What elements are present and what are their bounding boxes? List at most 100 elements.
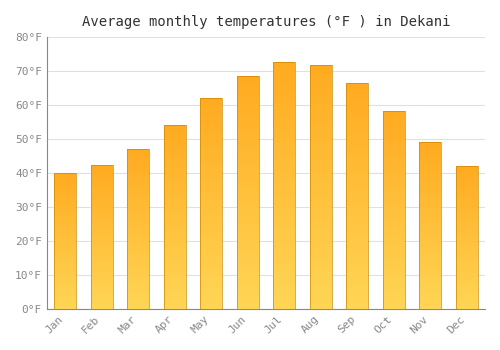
Bar: [420, 236, 441, 237]
Bar: [54, 271, 76, 272]
Bar: [127, 267, 149, 269]
Bar: [273, 156, 295, 158]
Bar: [54, 190, 76, 192]
Bar: [346, 130, 368, 133]
Bar: [200, 125, 222, 127]
Bar: [236, 139, 258, 141]
Bar: [420, 146, 441, 147]
Bar: [200, 256, 222, 258]
Bar: [383, 188, 404, 190]
Bar: [310, 270, 332, 272]
Bar: [346, 259, 368, 261]
Bar: [90, 237, 112, 238]
Bar: [200, 119, 222, 121]
Bar: [200, 161, 222, 163]
Bar: [420, 302, 441, 304]
Bar: [420, 231, 441, 232]
Bar: [164, 168, 186, 169]
Bar: [127, 272, 149, 274]
Bar: [273, 151, 295, 153]
Bar: [90, 210, 112, 211]
Bar: [310, 65, 332, 309]
Bar: [236, 225, 258, 228]
Bar: [127, 296, 149, 297]
Bar: [90, 247, 112, 248]
Bar: [90, 217, 112, 218]
Bar: [420, 161, 441, 162]
Bar: [127, 173, 149, 174]
Bar: [164, 298, 186, 300]
Bar: [127, 152, 149, 154]
Bar: [200, 214, 222, 216]
Bar: [90, 201, 112, 202]
Bar: [90, 248, 112, 250]
Bar: [90, 303, 112, 304]
Bar: [164, 155, 186, 156]
Bar: [164, 267, 186, 268]
Bar: [200, 216, 222, 218]
Bar: [236, 104, 258, 107]
Bar: [127, 213, 149, 215]
Bar: [54, 281, 76, 283]
Bar: [273, 301, 295, 304]
Bar: [420, 244, 441, 246]
Bar: [456, 222, 477, 223]
Bar: [420, 275, 441, 277]
Bar: [456, 172, 477, 173]
Bar: [273, 225, 295, 227]
Bar: [310, 114, 332, 116]
Bar: [383, 289, 404, 291]
Bar: [127, 176, 149, 177]
Bar: [383, 251, 404, 253]
Bar: [164, 195, 186, 197]
Bar: [383, 277, 404, 279]
Bar: [456, 226, 477, 227]
Bar: [310, 141, 332, 143]
Bar: [236, 234, 258, 237]
Bar: [200, 273, 222, 275]
Bar: [346, 277, 368, 279]
Bar: [420, 237, 441, 239]
Bar: [200, 140, 222, 142]
Bar: [236, 302, 258, 304]
Bar: [127, 250, 149, 251]
Bar: [456, 257, 477, 259]
Bar: [200, 159, 222, 161]
Bar: [200, 167, 222, 170]
Bar: [346, 239, 368, 241]
Bar: [90, 271, 112, 273]
Bar: [383, 159, 404, 161]
Bar: [164, 243, 186, 245]
Bar: [456, 224, 477, 226]
Bar: [383, 283, 404, 285]
Bar: [127, 171, 149, 173]
Bar: [346, 246, 368, 248]
Bar: [346, 94, 368, 97]
Bar: [420, 171, 441, 172]
Bar: [346, 167, 368, 169]
Bar: [236, 160, 258, 162]
Bar: [383, 170, 404, 173]
Bar: [420, 307, 441, 309]
Bar: [310, 289, 332, 292]
Bar: [200, 197, 222, 199]
Bar: [310, 197, 332, 199]
Bar: [236, 130, 258, 132]
Bar: [310, 228, 332, 231]
Bar: [127, 219, 149, 221]
Bar: [383, 247, 404, 250]
Bar: [164, 215, 186, 217]
Bar: [310, 223, 332, 226]
Bar: [164, 237, 186, 239]
Bar: [310, 97, 332, 99]
Bar: [456, 247, 477, 249]
Bar: [456, 249, 477, 250]
Bar: [54, 178, 76, 180]
Bar: [456, 240, 477, 241]
Bar: [420, 304, 441, 306]
Bar: [236, 176, 258, 179]
Bar: [310, 172, 332, 175]
Bar: [420, 169, 441, 171]
Bar: [383, 232, 404, 234]
Bar: [90, 289, 112, 290]
